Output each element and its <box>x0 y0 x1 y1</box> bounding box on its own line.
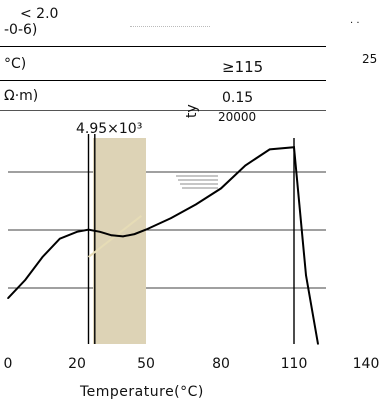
data-point <box>24 279 27 281</box>
data-point <box>7 297 9 300</box>
data-point <box>133 233 136 235</box>
right-value: 25 <box>362 52 378 66</box>
data-point <box>305 274 307 277</box>
temp-unit: °C) <box>4 56 27 72</box>
x-ticks: 0 20 50 80 110 140 <box>4 356 380 372</box>
x-axis-label: Temperature(°C) <box>80 384 204 400</box>
data-point <box>170 217 172 219</box>
data-point <box>122 235 124 238</box>
data-point <box>145 228 147 231</box>
x-tick-label: 50 <box>137 356 155 372</box>
temp-value: ≥115 <box>222 58 264 76</box>
faint-dots <box>130 26 210 28</box>
vertical-lines <box>87 134 295 344</box>
top-value: < 2.0 <box>20 6 59 22</box>
data-point <box>220 187 222 190</box>
data-point <box>41 256 44 258</box>
x-tick-label: 140 <box>353 356 380 372</box>
gridlines <box>8 171 326 289</box>
table-rule-1 <box>0 46 326 47</box>
data-points <box>7 146 319 345</box>
data-point <box>99 231 101 233</box>
data-point <box>110 234 113 237</box>
res-value: 0.15 <box>222 90 254 106</box>
data-point <box>244 164 247 167</box>
annotation-left-peak: 4.95×10³ <box>76 121 143 137</box>
data-point <box>58 237 61 240</box>
data-curve <box>7 146 319 345</box>
hatch-marks <box>176 175 218 189</box>
res-unit: Ω·m) <box>4 88 39 104</box>
data-point <box>293 146 295 148</box>
data-point <box>76 231 78 233</box>
data-point <box>268 148 271 151</box>
data-point <box>87 228 90 231</box>
y-axis-label: ty <box>184 104 200 118</box>
top-unit: -0-6) <box>4 22 38 38</box>
data-point <box>317 343 319 345</box>
table-rule-2 <box>0 80 326 81</box>
table-rule-3 <box>0 110 326 111</box>
x-tick-label: 20 <box>68 356 86 372</box>
x-tick-label: 0 <box>4 356 13 372</box>
x-tick-label: 80 <box>212 356 230 372</box>
x-tick-label: 110 <box>281 356 308 372</box>
data-point <box>195 203 197 206</box>
faint-dot-right: · · <box>350 18 360 29</box>
annotation-right-peak: 20000 <box>218 110 257 124</box>
shaded-band <box>93 138 146 344</box>
